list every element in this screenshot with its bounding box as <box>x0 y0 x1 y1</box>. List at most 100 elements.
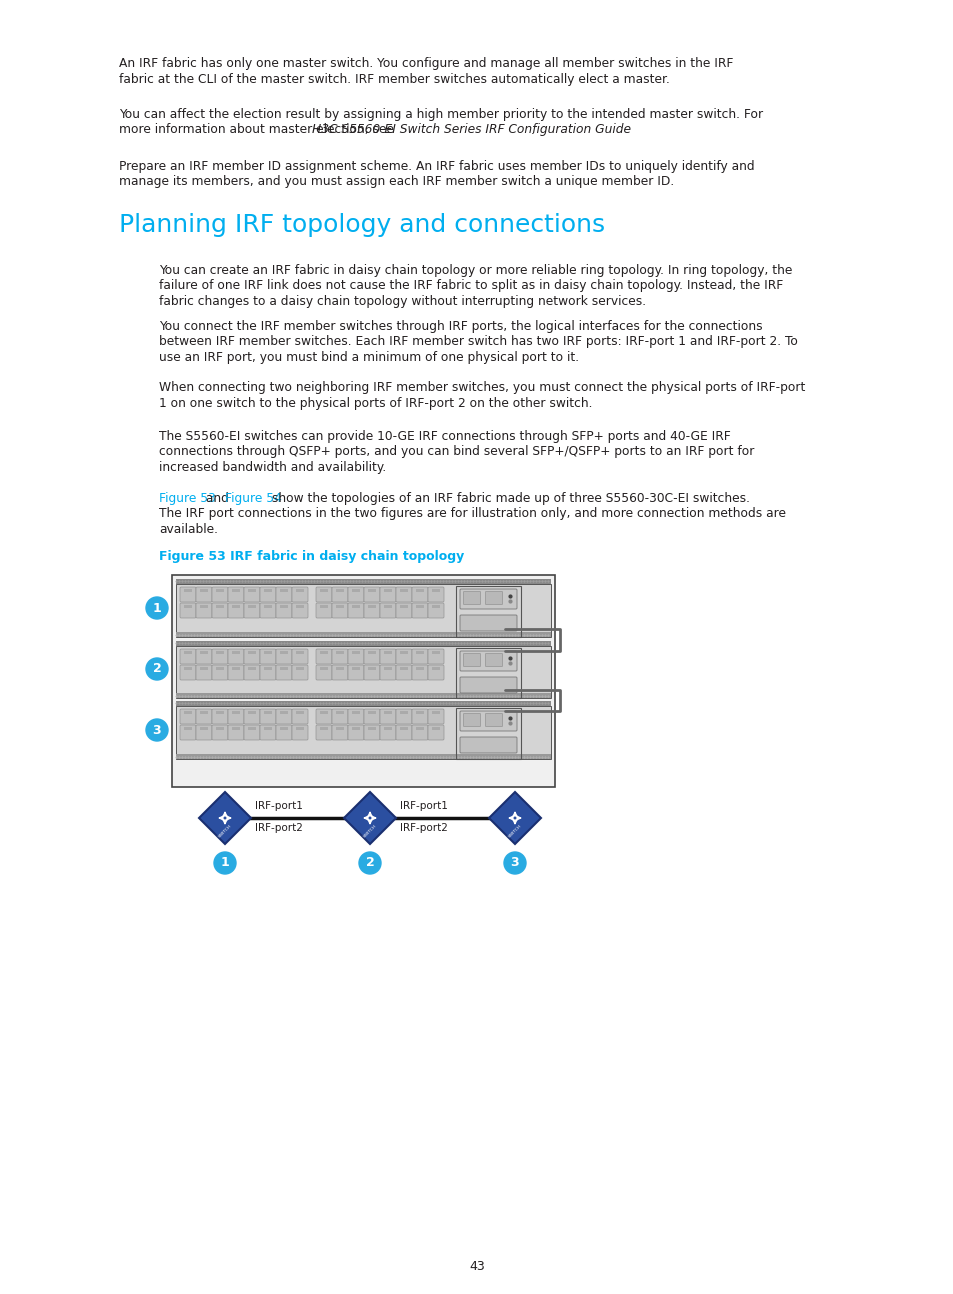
Text: between IRF member switches. Each IRF member switch has two IRF ports: IRF-port : between IRF member switches. Each IRF me… <box>159 335 797 348</box>
FancyBboxPatch shape <box>275 709 292 725</box>
Bar <box>184 606 192 608</box>
Bar <box>319 651 328 653</box>
Bar <box>319 727 328 730</box>
FancyBboxPatch shape <box>395 650 412 664</box>
Circle shape <box>146 597 168 619</box>
FancyBboxPatch shape <box>228 665 244 681</box>
Text: 1: 1 <box>220 857 229 870</box>
FancyBboxPatch shape <box>260 665 275 681</box>
Bar <box>175 694 551 697</box>
Bar <box>295 606 304 608</box>
FancyBboxPatch shape <box>212 650 228 664</box>
Bar <box>384 666 392 670</box>
Bar <box>335 666 344 670</box>
FancyBboxPatch shape <box>428 650 443 664</box>
Text: use an IRF port, you must bind a minimum of one physical port to it.: use an IRF port, you must bind a minimum… <box>159 351 578 364</box>
FancyBboxPatch shape <box>395 587 412 602</box>
Text: Figure 53 IRF fabric in daisy chain topology: Figure 53 IRF fabric in daisy chain topo… <box>159 550 464 563</box>
FancyBboxPatch shape <box>292 587 308 602</box>
Bar <box>248 727 255 730</box>
Bar <box>248 589 255 591</box>
Text: increased bandwidth and availability.: increased bandwidth and availability. <box>159 461 386 474</box>
Bar <box>175 646 551 697</box>
Text: SWITCH: SWITCH <box>217 823 233 839</box>
Bar <box>175 707 551 760</box>
FancyBboxPatch shape <box>395 709 412 725</box>
Bar <box>280 651 288 653</box>
Bar <box>432 666 439 670</box>
FancyBboxPatch shape <box>348 587 364 602</box>
Bar <box>232 727 240 730</box>
FancyBboxPatch shape <box>463 591 480 604</box>
Bar <box>319 710 328 714</box>
FancyBboxPatch shape <box>412 603 428 619</box>
FancyBboxPatch shape <box>292 709 308 725</box>
Bar <box>295 710 304 714</box>
FancyBboxPatch shape <box>379 665 395 681</box>
Bar <box>175 631 551 637</box>
FancyBboxPatch shape <box>463 653 480 666</box>
Bar <box>200 589 208 591</box>
FancyBboxPatch shape <box>228 725 244 740</box>
Text: 1 on one switch to the physical ports of IRF-port 2 on the other switch.: 1 on one switch to the physical ports of… <box>159 396 592 409</box>
FancyBboxPatch shape <box>315 725 332 740</box>
Text: The IRF port connections in the two figures are for illustration only, and more : The IRF port connections in the two figu… <box>159 507 785 520</box>
FancyBboxPatch shape <box>485 653 502 666</box>
Text: fabric at the CLI of the master switch. IRF member switches automatically elect : fabric at the CLI of the master switch. … <box>119 72 669 85</box>
FancyBboxPatch shape <box>315 665 332 681</box>
Text: 2: 2 <box>365 857 374 870</box>
Bar <box>368 606 375 608</box>
FancyBboxPatch shape <box>212 709 228 725</box>
FancyBboxPatch shape <box>412 650 428 664</box>
Text: 3: 3 <box>510 857 518 870</box>
Bar <box>416 606 423 608</box>
Bar <box>295 651 304 653</box>
FancyBboxPatch shape <box>315 603 332 619</box>
Text: Figure 53: Figure 53 <box>159 492 215 505</box>
FancyBboxPatch shape <box>260 725 275 740</box>
FancyBboxPatch shape <box>212 725 228 740</box>
FancyBboxPatch shape <box>412 665 428 681</box>
FancyBboxPatch shape <box>485 713 502 726</box>
Bar <box>432 651 439 653</box>
Bar <box>335 651 344 653</box>
Bar <box>368 651 375 653</box>
FancyBboxPatch shape <box>195 603 212 619</box>
FancyBboxPatch shape <box>180 725 195 740</box>
Bar <box>432 606 439 608</box>
Bar <box>200 710 208 714</box>
Bar <box>352 589 359 591</box>
Bar <box>215 651 224 653</box>
Bar <box>175 584 551 637</box>
Text: and: and <box>201 492 233 505</box>
FancyBboxPatch shape <box>485 591 502 604</box>
Bar <box>184 589 192 591</box>
Bar <box>232 606 240 608</box>
Circle shape <box>146 719 168 741</box>
Bar <box>184 727 192 730</box>
Text: 2: 2 <box>152 663 161 675</box>
FancyBboxPatch shape <box>395 665 412 681</box>
FancyBboxPatch shape <box>275 725 292 740</box>
FancyBboxPatch shape <box>395 725 412 740</box>
FancyBboxPatch shape <box>212 665 228 681</box>
FancyBboxPatch shape <box>459 651 517 672</box>
Text: H3C S5560-EI Switch Series IRF Configuration Guide: H3C S5560-EI Switch Series IRF Configura… <box>312 123 630 136</box>
FancyBboxPatch shape <box>228 603 244 619</box>
Bar <box>352 651 359 653</box>
FancyBboxPatch shape <box>412 725 428 740</box>
Text: You can create an IRF fabric in daisy chain topology or more reliable ring topol: You can create an IRF fabric in daisy ch… <box>159 264 792 277</box>
FancyBboxPatch shape <box>348 665 364 681</box>
Text: IRF-port2: IRF-port2 <box>399 823 447 833</box>
Bar <box>399 606 408 608</box>
FancyBboxPatch shape <box>260 603 275 619</box>
Bar <box>172 575 555 787</box>
Bar <box>352 727 359 730</box>
Text: 1: 1 <box>152 602 161 615</box>
FancyBboxPatch shape <box>260 587 275 602</box>
FancyBboxPatch shape <box>332 725 348 740</box>
Bar <box>399 666 408 670</box>
FancyBboxPatch shape <box>459 589 517 609</box>
Bar <box>200 651 208 653</box>
Bar <box>335 589 344 591</box>
